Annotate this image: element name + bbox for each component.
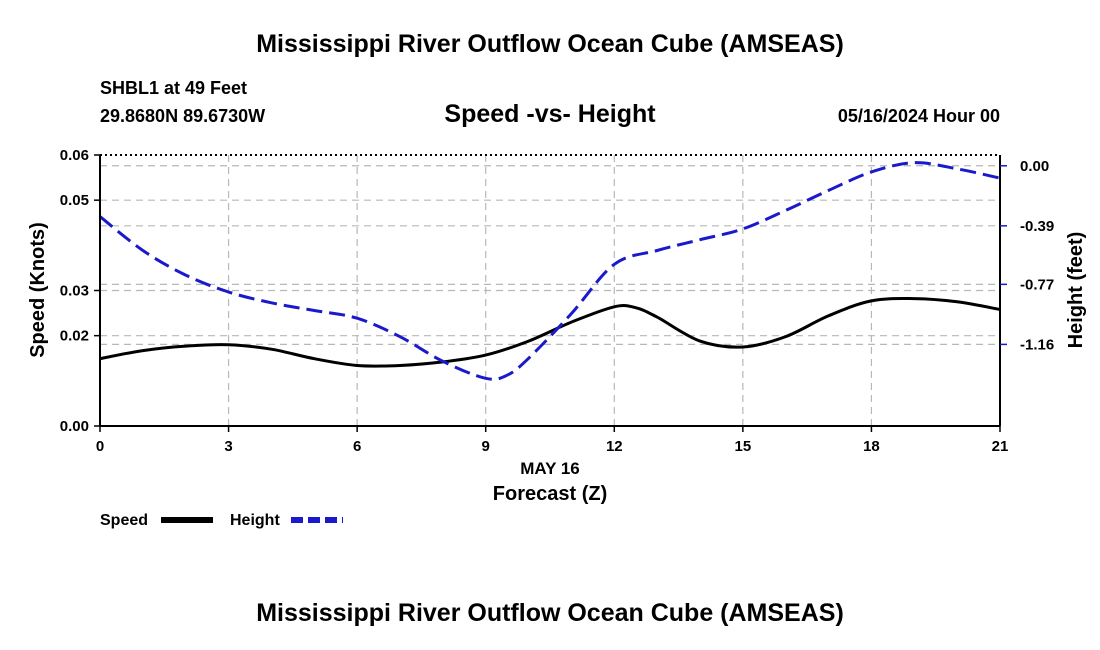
series-layer: [99, 161, 1001, 381]
x-tick-label: 0: [96, 438, 104, 455]
y-right-tick-label: -1.16: [1020, 336, 1054, 353]
y-right-tick-label: -0.77: [1020, 276, 1054, 293]
x-tick-label: 18: [863, 438, 880, 455]
legend-speed-label: Speed: [100, 512, 148, 529]
y-tick-label: 0.02: [60, 328, 89, 345]
grid: [100, 155, 1000, 426]
x-tick-label: 15: [735, 438, 752, 455]
chart-subtitle: Speed -vs- Height: [444, 100, 656, 128]
series-line-height: [99, 161, 1001, 381]
x-axis-date-label: MAY 16: [520, 459, 580, 478]
y-axis-label: Speed (Knots): [27, 222, 49, 358]
x-tick-label: 12: [606, 438, 623, 455]
x-tick-label: 6: [353, 438, 361, 455]
series-line-speed: [99, 297, 1001, 368]
footer-title: Mississippi River Outflow Ocean Cube (AM…: [256, 599, 844, 627]
axes: 0 3 6 9 12 15 18 21 0.00 0.02 0.03 0.05 0.06 0.00 -0.3…: [60, 147, 1054, 455]
y-right-tick-label: -0.39: [1020, 218, 1054, 235]
y-tick-label: 0.03: [60, 283, 89, 300]
legend-height-label: Height: [230, 512, 280, 529]
x-tick-label: 3: [224, 438, 232, 455]
station-label: SHBL1 at 49 Feet: [100, 78, 248, 98]
y-tick-label: 0.05: [60, 192, 89, 209]
coordinates-label: 29.8680N 89.6730W: [100, 106, 266, 126]
y-tick-label: 0.06: [60, 147, 89, 164]
legend: Speed Height: [100, 512, 343, 529]
x-axis-label: Forecast (Z): [493, 483, 607, 505]
y-right-tick-label: 0.00: [1020, 158, 1049, 175]
chart-title: Mississippi River Outflow Ocean Cube (AM…: [256, 30, 844, 58]
plot-frame: [99, 154, 1001, 427]
y-tick-label: 0.00: [60, 418, 89, 435]
y-axis-right-label: Height (feet): [1065, 232, 1087, 349]
x-tick-label: 9: [482, 438, 490, 455]
x-tick-label: 21: [992, 438, 1009, 455]
forecast-datetime: 05/16/2024 Hour 00: [837, 106, 1000, 126]
